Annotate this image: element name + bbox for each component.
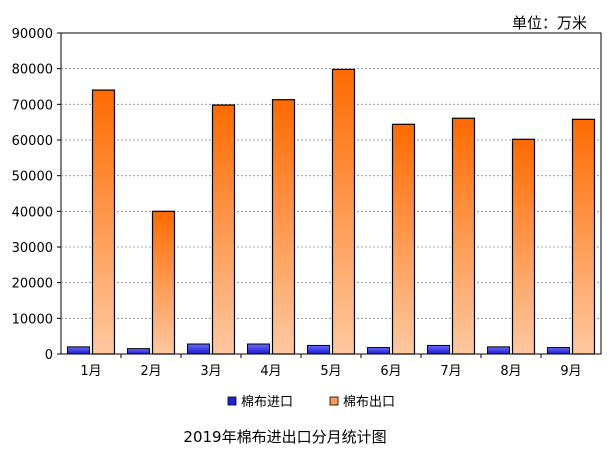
x-tick-label: 6月 xyxy=(380,364,401,379)
y-tick-label: 20000 xyxy=(12,277,53,292)
y-axis-tick-labels: 0 10000 20000 30000 40000 50000 60000 70000 8000… xyxy=(12,27,61,363)
bar-import xyxy=(487,346,510,355)
bars xyxy=(67,68,596,355)
x-tick-label: 2月 xyxy=(140,364,161,379)
y-tick-label: 30000 xyxy=(12,241,53,256)
bar-export xyxy=(571,118,596,355)
legend-label-export: 棉布出口 xyxy=(343,395,395,410)
y-tick-label: 70000 xyxy=(12,98,53,113)
bar-import xyxy=(367,347,390,355)
bar-import xyxy=(187,343,210,355)
x-tick-label: 8月 xyxy=(500,364,521,379)
bar-import xyxy=(127,348,150,355)
bar-export xyxy=(91,89,116,355)
bar-export xyxy=(211,104,236,355)
bar-import xyxy=(307,344,330,355)
x-tick-label: 5月 xyxy=(320,364,341,379)
bar-import xyxy=(247,343,270,355)
x-tick-label: 4月 xyxy=(260,364,281,379)
y-tick-label: 50000 xyxy=(12,170,53,185)
bar-export xyxy=(151,210,176,355)
x-tick-label: 7月 xyxy=(440,364,461,379)
bar-export xyxy=(271,99,296,355)
x-tick-label: 3月 xyxy=(200,364,221,379)
chart-title: 2019年棉布进出口分月统计图 xyxy=(183,428,386,446)
y-tick-label: 60000 xyxy=(12,134,53,149)
y-tick-label: 90000 xyxy=(12,27,53,42)
y-tick-label: 80000 xyxy=(12,63,53,78)
y-tick-label: 10000 xyxy=(12,312,53,327)
bar-import xyxy=(547,347,570,355)
unit-label: 单位：万米 xyxy=(512,14,587,32)
legend: 棉布进口 棉布出口 xyxy=(227,395,395,410)
bar-import xyxy=(67,346,90,355)
bar-export xyxy=(391,123,416,355)
bar-export xyxy=(331,68,356,355)
y-tick-label: 0 xyxy=(45,348,53,363)
x-tick-label: 9月 xyxy=(560,364,581,379)
y-tick-label: 40000 xyxy=(12,205,53,220)
bar-export xyxy=(451,117,476,355)
legend-swatch-import xyxy=(227,396,237,406)
x-axis-tick-labels: 1月 2月 3月 4月 5月 6月 7月 8月 9月 xyxy=(80,354,582,379)
legend-swatch-export xyxy=(329,396,339,406)
bar-import xyxy=(427,344,450,355)
legend-label-import: 棉布进口 xyxy=(241,395,293,410)
grid-lines xyxy=(61,68,601,319)
x-tick-label: 1月 xyxy=(80,364,101,379)
bar-export xyxy=(511,138,536,355)
plot-area xyxy=(60,32,602,355)
